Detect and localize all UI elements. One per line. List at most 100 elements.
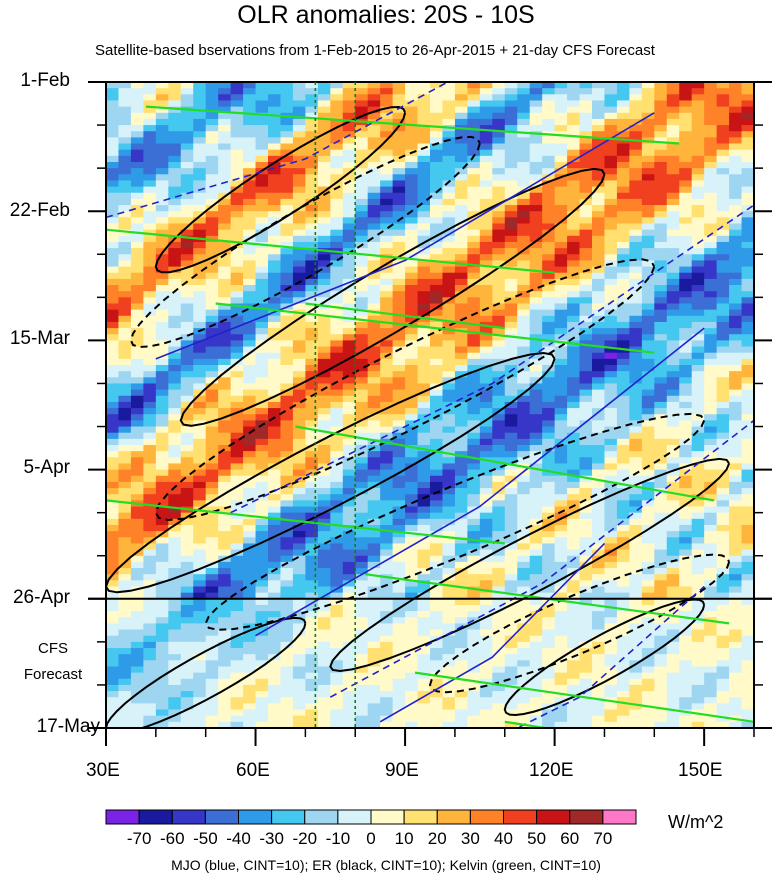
heat-cell <box>579 303 593 311</box>
heat-cell <box>193 229 207 237</box>
heat-cell <box>392 82 406 89</box>
heat-cell <box>616 328 630 335</box>
heat-cell <box>517 604 531 612</box>
heat-cell <box>467 377 481 385</box>
heat-cell <box>454 118 468 126</box>
heat-cell <box>654 475 668 483</box>
heat-cell <box>143 666 157 674</box>
heat-cell <box>604 444 618 452</box>
heat-cell <box>342 241 356 249</box>
heat-cell <box>542 168 556 175</box>
heat-cell <box>504 408 518 415</box>
heat-cell <box>666 549 680 557</box>
heat-cell <box>243 518 257 526</box>
heat-cell <box>529 371 543 378</box>
heat-cell <box>405 574 419 581</box>
heat-cell <box>193 617 207 625</box>
heat-cell <box>529 365 543 372</box>
heat-cell <box>380 383 394 391</box>
heat-cell <box>666 463 680 471</box>
heat-cell <box>704 598 718 606</box>
heat-cell <box>504 512 518 520</box>
heat-cell <box>330 346 344 354</box>
heat-cell <box>579 611 593 618</box>
heat-cell <box>230 395 244 403</box>
heat-cell <box>467 211 481 218</box>
heat-cell <box>467 248 481 255</box>
heat-cell <box>454 88 468 95</box>
heat-cell <box>280 106 294 114</box>
heat-cell <box>392 561 406 569</box>
heat-cell <box>529 524 543 532</box>
heat-cell <box>118 303 132 311</box>
heat-cell <box>492 666 506 674</box>
heat-cell <box>193 346 207 354</box>
heat-cell <box>268 352 282 360</box>
heat-cell <box>330 334 344 341</box>
heat-cell <box>205 568 219 575</box>
heat-cell <box>155 604 169 612</box>
heat-cell <box>542 100 556 108</box>
heat-cell <box>454 383 468 391</box>
heat-cell <box>616 168 630 175</box>
heat-cell <box>355 383 369 391</box>
heat-cell <box>567 401 581 409</box>
heat-cell <box>479 444 493 452</box>
heat-cell <box>479 309 493 317</box>
heat-cell <box>106 537 120 545</box>
heat-cell <box>592 297 606 305</box>
heat-cell <box>654 192 668 200</box>
heat-cell <box>616 272 630 280</box>
heat-cell <box>268 506 282 514</box>
heat-cell <box>542 457 556 465</box>
heat-cell <box>729 192 743 200</box>
heat-cell <box>230 340 244 348</box>
heat-cell <box>243 137 257 145</box>
heat-cell <box>467 371 481 378</box>
heat-cell <box>467 574 481 581</box>
heat-cell <box>330 94 344 102</box>
heat-cell <box>567 444 581 452</box>
heat-cell <box>542 94 556 102</box>
heat-cell <box>143 604 157 612</box>
heat-cell <box>130 617 144 625</box>
heat-cell <box>106 241 120 249</box>
heat-cell <box>479 623 493 631</box>
heat-cell <box>729 106 743 114</box>
heat-cell <box>317 315 331 323</box>
heat-cell <box>517 131 531 138</box>
heat-cell <box>641 205 655 212</box>
heat-cell <box>554 604 568 612</box>
heat-cell <box>567 604 581 612</box>
heat-cell <box>442 389 456 397</box>
heat-cell <box>492 131 506 138</box>
heat-cell <box>305 248 319 255</box>
heat-cell <box>367 611 381 618</box>
heat-cell <box>517 192 531 200</box>
heat-cell <box>504 648 518 655</box>
heat-cell <box>517 346 531 354</box>
heat-cell <box>305 623 319 631</box>
heat-cell <box>405 395 419 403</box>
heat-cell <box>168 401 182 409</box>
heat-cell <box>268 149 282 157</box>
heat-cell <box>729 438 743 446</box>
heat-cell <box>679 666 693 674</box>
heat-cell <box>193 444 207 452</box>
heat-cell <box>106 168 120 175</box>
heat-cell <box>193 248 207 255</box>
heat-cell <box>155 524 169 532</box>
heat-cell <box>255 192 269 200</box>
heat-cell <box>243 272 257 280</box>
heat-cell <box>679 383 693 391</box>
heat-cell <box>230 334 244 341</box>
heat-cell <box>380 549 394 557</box>
heat-cell <box>218 611 232 618</box>
heat-cell <box>567 488 581 495</box>
heat-cell <box>118 278 132 286</box>
heat-cell <box>616 494 630 501</box>
heat-cell <box>592 118 606 126</box>
heat-cell <box>143 488 157 495</box>
heat-cell <box>405 137 419 145</box>
heat-cell <box>118 420 132 428</box>
